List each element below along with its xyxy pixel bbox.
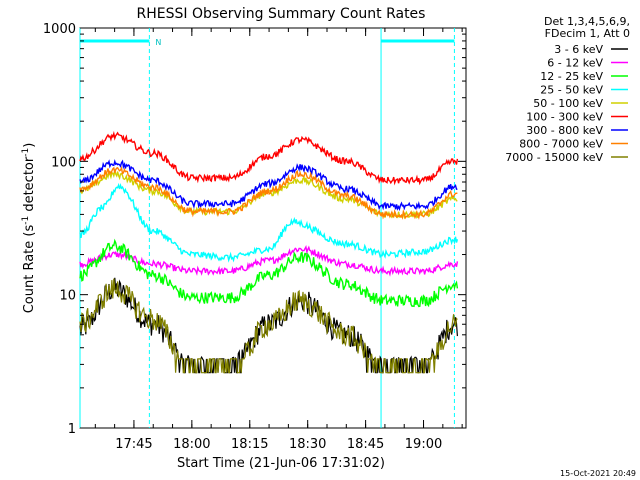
x-tick-label: 18:00 (173, 437, 210, 452)
series-line-1 (79, 244, 459, 277)
y-tick-label: 10 (59, 289, 76, 304)
series-line-3 (79, 182, 459, 263)
series-line-7 (79, 165, 458, 220)
legend-label: 800 - 7000 keV (519, 138, 603, 151)
legend-label: 7000 - 15000 keV (505, 151, 603, 164)
axes: 17:45 18:00 18:15 18:30 18:45 19:00 1 10 100 1000 (43, 22, 466, 452)
night-label: N (155, 38, 161, 47)
legend-label: 25 - 50 keV (540, 84, 603, 97)
series-line-2 (79, 238, 459, 308)
legend-label: 12 - 25 keV (540, 70, 603, 83)
series-line-5 (79, 130, 459, 186)
series-layer (79, 130, 459, 374)
legend-label: 100 - 300 keV (526, 111, 603, 124)
x-tick-label: 18:45 (347, 437, 384, 452)
x-tick-label: 17:45 (115, 437, 152, 452)
legend: Det 1,3,4,5,6,9,FDecim 1, Att 0 3 - 6 keV… (505, 15, 630, 164)
legend-label: 3 - 6 keV (554, 43, 603, 56)
chart-title: RHESSI Observing Summary Count Rates (137, 6, 426, 22)
legend-label: 6 - 12 keV (547, 57, 603, 70)
x-axis-label: Start Time (21-Jun-06 17:31:02) (177, 456, 385, 471)
y-tick-label: 1 (68, 422, 76, 437)
footer-timestamp: 15-Oct-2021 20:49 (560, 469, 636, 478)
legend-header-line: Det 1,3,4,5,6,9, (544, 15, 630, 28)
legend-header-line: FDecim 1, Att 0 (545, 27, 630, 40)
series-line-8 (79, 278, 458, 374)
x-tick-label: 18:30 (289, 437, 326, 452)
series-line-6 (79, 159, 458, 212)
legend-label: 300 - 800 keV (526, 124, 603, 137)
y-tick-label: 100 (51, 155, 76, 170)
legend-label: 50 - 100 keV (533, 97, 603, 110)
y-axis-label: Count Rate (s-1 detector-1) (21, 143, 37, 314)
y-tick-label: 1000 (43, 22, 76, 37)
x-tick-label: 19:00 (405, 437, 442, 452)
x-tick-label: 18:15 (231, 437, 268, 452)
